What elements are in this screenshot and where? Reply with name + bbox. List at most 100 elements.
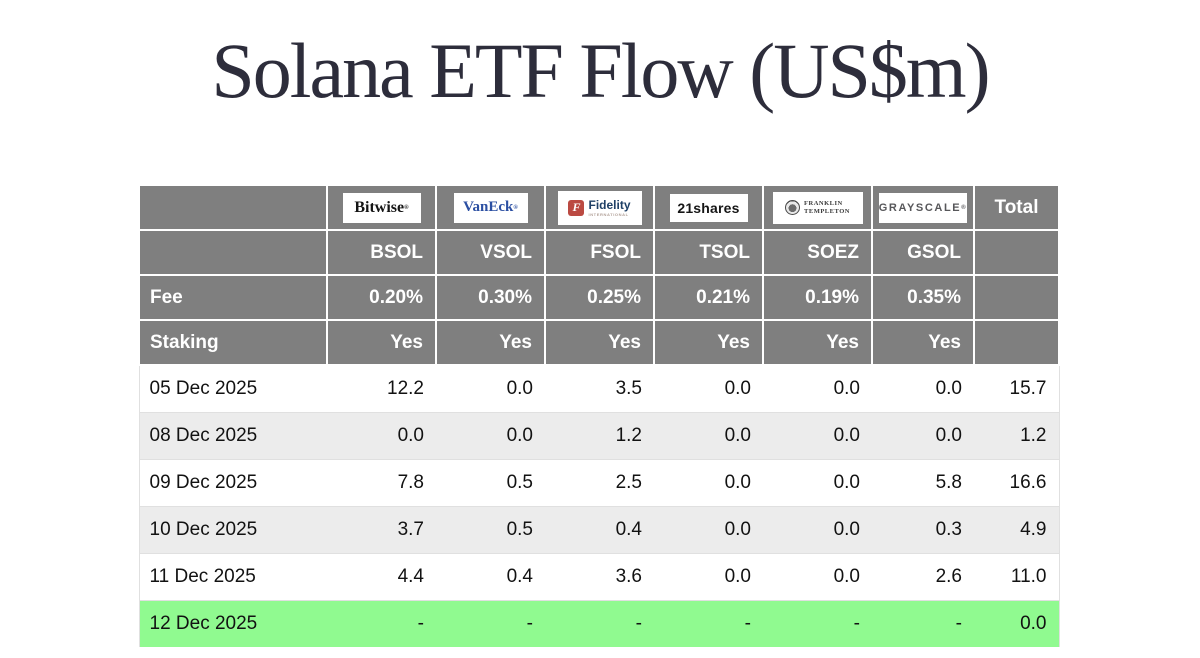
data-row-05-dec: 05 Dec 2025 12.2 0.0 3.5 0.0 0.0 0.0 15.… (138, 364, 1060, 412)
flow-value-cell: 3.5 (545, 364, 654, 412)
fee-cell: 0.20% (326, 274, 437, 321)
date-cell: 11 Dec 2025 (138, 552, 327, 600)
flow-value-cell: 0.0 (763, 458, 872, 506)
franklin-templeton-logo: FRANKLIN TEMPLETON (772, 191, 863, 224)
fee-cell: 0.19% (762, 274, 873, 321)
grayscale-logo: GRAYSCALE ® (878, 192, 968, 223)
fidelity-logo: F Fidelity INTERNATIONAL (557, 190, 642, 225)
flow-value-cell: 0.5 (436, 505, 545, 553)
total-value-cell: 0.0 (974, 599, 1060, 647)
flow-value-cell: - (545, 599, 654, 647)
total-empty-cell (973, 274, 1060, 321)
flow-value-cell: - (872, 599, 974, 647)
date-cell: 09 Dec 2025 (138, 458, 327, 506)
staking-cell: Yes (435, 319, 546, 366)
fidelity-f-icon: F (568, 199, 585, 216)
flow-value-cell: 0.3 (872, 505, 974, 553)
ticker-cell: FSOL (544, 229, 655, 276)
flow-value-cell: - (436, 599, 545, 647)
flow-value-cell: 0.0 (872, 364, 974, 412)
flow-value-cell: 1.2 (545, 411, 654, 459)
issuer-cell-fidelity: F Fidelity INTERNATIONAL (544, 184, 655, 231)
fee-row: Fee 0.20% 0.30% 0.25% 0.21% 0.19% 0.35% (138, 274, 1060, 321)
franklin-wordmark: FRANKLIN TEMPLETON (804, 199, 850, 215)
date-cell: 12 Dec 2025 (138, 599, 327, 647)
staking-cell: Yes (653, 319, 764, 366)
flow-value-cell: 0.0 (872, 411, 974, 459)
flow-value-cell: - (654, 599, 763, 647)
vaneck-logo: VanEck ® (453, 192, 528, 223)
total-value-cell: 1.2 (974, 411, 1060, 459)
fee-cell: 0.35% (871, 274, 975, 321)
fee-cell: 0.25% (544, 274, 655, 321)
date-cell: 05 Dec 2025 (138, 364, 327, 412)
registered-mark: ® (513, 204, 518, 211)
flow-value-cell: 0.0 (763, 364, 872, 412)
total-value-cell: 16.6 (974, 458, 1060, 506)
empty-label-cell (138, 229, 328, 276)
flow-value-cell: 2.6 (872, 552, 974, 600)
fidelity-wordmark: Fidelity INTERNATIONAL (588, 197, 631, 217)
flow-value-cell: 0.0 (327, 411, 436, 459)
data-row-08-dec: 08 Dec 2025 0.0 0.0 1.2 0.0 0.0 0.0 1.2 (138, 411, 1060, 459)
fee-row-label: Fee (138, 274, 328, 321)
flow-value-cell: 7.8 (327, 458, 436, 506)
flow-value-cell: 3.6 (545, 552, 654, 600)
issuer-logos-row: Bitwise ® VanEck ® F Fidelity INTERNATIONA… (138, 184, 1060, 231)
data-row-12-dec-highlighted: 12 Dec 2025 - - - - - - 0.0 (138, 599, 1060, 647)
ticker-cell: SOEZ (762, 229, 873, 276)
staking-row-label: Staking (138, 319, 328, 366)
flow-value-cell: 0.0 (763, 505, 872, 553)
flow-value-cell: - (763, 599, 872, 647)
flow-value-cell: 5.8 (872, 458, 974, 506)
flow-value-cell: 0.0 (654, 505, 763, 553)
flow-value-cell: 0.0 (763, 552, 872, 600)
21shares-logo: 21shares (669, 193, 748, 222)
issuer-cell-grayscale: GRAYSCALE ® (871, 184, 975, 231)
total-value-cell: 15.7 (974, 364, 1060, 412)
bitwise-wordmark: Bitwise (354, 198, 405, 216)
flow-value-cell: 0.0 (654, 458, 763, 506)
flow-value-cell: - (327, 599, 436, 647)
flow-value-cell: 2.5 (545, 458, 654, 506)
empty-corner-cell (138, 184, 328, 231)
vaneck-wordmark: VanEck (463, 199, 514, 215)
data-row-09-dec: 09 Dec 2025 7.8 0.5 2.5 0.0 0.0 5.8 16.6 (138, 458, 1060, 506)
21shares-wordmark: 21shares (677, 199, 740, 216)
data-row-11-dec: 11 Dec 2025 4.4 0.4 3.6 0.0 0.0 2.6 11.0 (138, 552, 1060, 600)
flow-value-cell: 4.4 (327, 552, 436, 600)
flow-value-cell: 0.0 (654, 552, 763, 600)
fee-cell: 0.21% (653, 274, 764, 321)
ticker-cell: GSOL (871, 229, 975, 276)
ticker-cell: BSOL (326, 229, 437, 276)
ticker-row: BSOL VSOL FSOL TSOL SOEZ GSOL (138, 229, 1060, 276)
flow-value-cell: 0.5 (436, 458, 545, 506)
franklin-bust-icon (785, 200, 801, 215)
flow-value-cell: 0.0 (436, 364, 545, 412)
registered-mark: ® (961, 204, 968, 211)
ticker-cell: VSOL (435, 229, 546, 276)
total-value-cell: 11.0 (974, 552, 1060, 600)
total-value-cell: 4.9 (974, 505, 1060, 553)
issuer-cell-franklin-templeton: FRANKLIN TEMPLETON (762, 184, 873, 231)
staking-cell: Yes (871, 319, 975, 366)
ticker-cell: TSOL (653, 229, 764, 276)
date-cell: 10 Dec 2025 (138, 505, 327, 553)
total-empty-cell (973, 319, 1060, 366)
flow-value-cell: 0.4 (436, 552, 545, 600)
fee-cell: 0.30% (435, 274, 546, 321)
page-title: Solana ETF Flow (US$m) (211, 27, 990, 114)
issuer-cell-21shares: 21shares (653, 184, 764, 231)
registered-mark: ® (404, 204, 409, 211)
grayscale-wordmark: GRAYSCALE (878, 201, 962, 214)
staking-row: Staking Yes Yes Yes Yes Yes Yes (138, 319, 1060, 366)
issuer-cell-vaneck: VanEck ® (435, 184, 546, 231)
staking-cell: Yes (326, 319, 437, 366)
issuer-cell-bitwise: Bitwise ® (326, 184, 437, 231)
flow-value-cell: 0.0 (763, 411, 872, 459)
total-empty-cell (973, 229, 1060, 276)
solana-etf-flow-table: Bitwise ® VanEck ® F Fidelity INTERNATIONA… (138, 184, 1060, 647)
flow-value-cell: 0.4 (545, 505, 654, 553)
staking-cell: Yes (544, 319, 655, 366)
flow-value-cell: 0.0 (654, 364, 763, 412)
